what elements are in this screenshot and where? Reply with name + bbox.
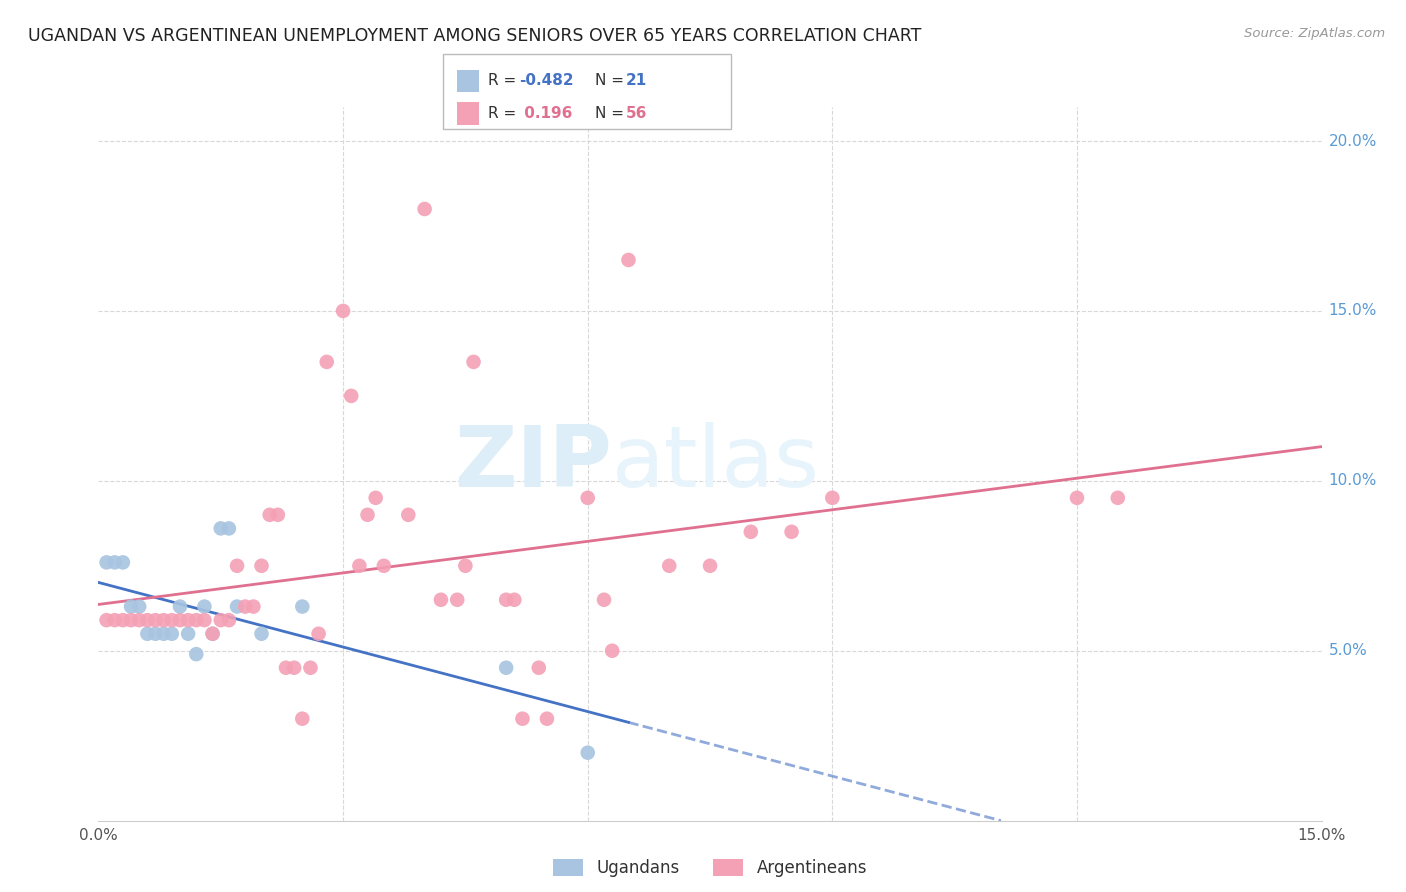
Point [128,613,150,627]
Point [527,661,550,675]
Point [259,508,281,522]
Point [821,491,844,505]
Point [267,508,290,522]
Point [152,626,174,640]
Text: 15.0%: 15.0% [1329,303,1376,318]
Point [186,647,208,661]
Point [274,661,297,675]
Point [332,304,354,318]
Point [145,626,167,640]
Point [308,626,330,640]
Point [218,521,240,535]
Point [699,558,721,573]
Point [349,558,371,573]
Point [145,613,167,627]
Text: 10.0%: 10.0% [1329,474,1376,488]
Text: R =: R = [488,73,522,88]
Point [780,524,803,539]
Point [593,592,616,607]
Point [193,613,215,627]
Point [177,626,200,640]
Point [152,613,174,627]
Point [111,613,134,627]
Point [495,661,517,675]
Point [413,202,436,216]
Point [242,599,264,614]
Point [160,626,183,640]
Point [169,599,191,614]
Point [209,521,232,535]
Point [250,626,273,640]
Point [160,613,183,627]
Text: 20.0%: 20.0% [1329,134,1376,149]
Text: 5.0%: 5.0% [1329,643,1367,658]
Point [136,613,159,627]
Text: N =: N = [595,73,628,88]
Text: R =: R = [488,106,522,121]
Point [740,524,762,539]
Point [617,252,640,267]
Text: 21: 21 [626,73,647,88]
Point [291,712,314,726]
Text: -0.482: -0.482 [519,73,574,88]
Legend: Ugandans, Argentineans: Ugandans, Argentineans [547,852,873,884]
Point [218,613,240,627]
Point [233,599,256,614]
Text: Source: ZipAtlas.com: Source: ZipAtlas.com [1244,27,1385,40]
Point [536,712,558,726]
Point [120,599,142,614]
Point [1107,491,1129,505]
Point [128,599,150,614]
Point [576,746,599,760]
Point [201,626,224,640]
Point [446,592,468,607]
Point [291,599,314,614]
Point [396,508,419,522]
Point [503,592,526,607]
Point [340,389,363,403]
Text: 0.196: 0.196 [519,106,572,121]
Point [177,613,200,627]
Point [356,508,378,522]
Point [136,626,159,640]
Point [315,355,337,369]
Point [104,555,127,569]
Point [120,613,142,627]
Y-axis label: Unemployment Among Seniors over 65 years: Unemployment Among Seniors over 65 years [0,290,7,638]
Point [454,558,477,573]
Point [186,613,208,627]
Point [299,661,322,675]
Point [96,555,118,569]
Point [373,558,395,573]
Point [495,592,517,607]
Point [576,491,599,505]
Point [364,491,387,505]
Point [463,355,485,369]
Point [658,558,681,573]
Point [600,644,623,658]
Text: N =: N = [595,106,628,121]
Point [201,626,224,640]
Point [193,599,215,614]
Point [283,661,305,675]
Point [226,558,249,573]
Point [250,558,273,573]
Text: ZIP: ZIP [454,422,612,506]
Point [111,555,134,569]
Point [512,712,534,726]
Point [96,613,118,627]
Point [169,613,191,627]
Point [104,613,127,627]
Point [1066,491,1088,505]
Point [430,592,453,607]
Text: atlas: atlas [612,422,820,506]
Point [209,613,232,627]
Text: UGANDAN VS ARGENTINEAN UNEMPLOYMENT AMONG SENIORS OVER 65 YEARS CORRELATION CHAR: UGANDAN VS ARGENTINEAN UNEMPLOYMENT AMON… [28,27,921,45]
Point [226,599,249,614]
Text: 56: 56 [626,106,647,121]
